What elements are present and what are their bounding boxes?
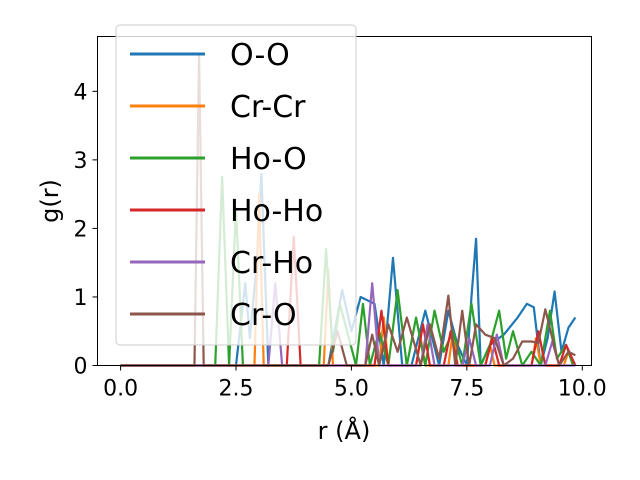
x-tick-label: 5.0 <box>334 377 369 402</box>
y-tick-label: 1 <box>74 286 88 311</box>
legend-label-cr-o: Cr-O <box>230 298 297 333</box>
legend: O-O Cr-Cr Ho-O Ho-Ho Cr-Ho Cr-O <box>115 24 357 346</box>
y-tick-label: 2 <box>74 217 88 242</box>
legend-label-cr-ho: Cr-Ho <box>230 246 313 281</box>
x-tick-label: 0.0 <box>103 377 138 402</box>
x-axis-label: r (Å) <box>318 416 371 445</box>
x-tick-label: 7.5 <box>449 377 484 402</box>
legend-label-ho-ho: Ho-Ho <box>230 194 323 229</box>
legend-label-cr-cr: Cr-Cr <box>230 90 306 125</box>
x-tick-label: 2.5 <box>219 377 254 402</box>
y-axis: 0 1 2 3 4 <box>74 80 98 380</box>
x-tick-label: 10.0 <box>558 377 607 402</box>
x-axis: 0.0 2.5 5.0 7.5 10.0 <box>103 365 607 402</box>
y-axis-label: g(r) <box>36 179 64 223</box>
y-tick-label: 0 <box>74 355 88 380</box>
y-tick-label: 3 <box>74 149 88 174</box>
legend-label-ho-o: Ho-O <box>230 142 307 177</box>
legend-label-o-o: O-O <box>230 38 290 73</box>
y-tick-label: 4 <box>74 80 88 105</box>
legend-box <box>115 24 357 346</box>
